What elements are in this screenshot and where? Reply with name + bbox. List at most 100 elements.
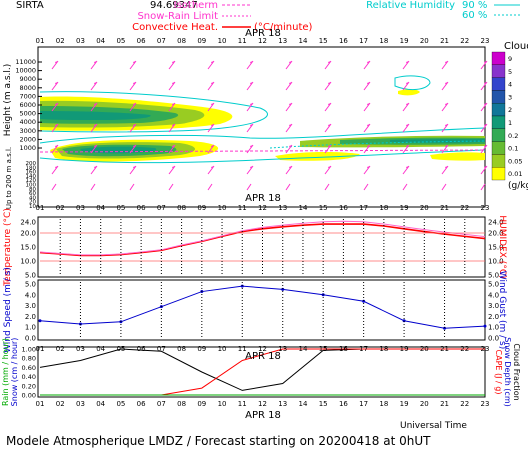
clouds-y-axis: 1100010000900080007000600050004000300020… xyxy=(15,58,42,210)
gust-tick-0.0: 0.0 xyxy=(488,335,499,343)
hour-tick-11: 11 xyxy=(238,400,247,408)
hour-tick-01: 01 xyxy=(36,37,45,45)
low-height-tick-120: 120 xyxy=(26,178,37,184)
universal-time-label: Universal Time xyxy=(400,421,467,431)
precip-tick-0.60: 0.60 xyxy=(22,364,36,372)
wind-arrow-head xyxy=(328,166,331,169)
hour-tick-07: 07 xyxy=(157,400,166,408)
hour-tick-04: 04 xyxy=(96,400,105,408)
temp-tick-5.0: 5.0 xyxy=(25,272,36,280)
wind-panel-frame xyxy=(37,279,486,341)
hour-tick-23: 23 xyxy=(481,345,490,353)
wind-arrow-head xyxy=(133,103,136,106)
wind-point xyxy=(362,299,366,303)
wind-arrow-head xyxy=(289,103,292,106)
series-line-wind-speed xyxy=(39,285,486,329)
wind-arrow-head xyxy=(484,145,487,148)
colorbar-swatch xyxy=(491,51,506,65)
hour-tick-08: 08 xyxy=(177,345,186,353)
hour-tick-20: 20 xyxy=(420,37,429,45)
wind-point xyxy=(402,319,406,323)
surface-wind-arrow xyxy=(90,183,96,191)
hour-tick-10: 10 xyxy=(218,400,227,408)
wind-point xyxy=(443,326,447,330)
hour-tick-13: 13 xyxy=(278,37,287,45)
cloud-small-19h xyxy=(398,89,420,96)
wind-tick-0.0: 0.0 xyxy=(25,335,36,343)
wind-arrow-head xyxy=(172,61,175,64)
hour-tick-11: 11 xyxy=(238,345,247,353)
humidex-ylabel: HUMIDEX (°C) xyxy=(497,215,507,278)
hour-tick-10: 10 xyxy=(218,204,227,212)
surface-wind-arrow xyxy=(246,183,252,191)
hour-tick-06: 06 xyxy=(137,37,146,45)
hour-tick-09: 09 xyxy=(197,37,206,45)
hour-tick-22: 22 xyxy=(460,37,469,45)
wind-arrow-head xyxy=(94,61,97,64)
hour-tick-07: 07 xyxy=(157,345,166,353)
hour-tick-16: 16 xyxy=(339,204,348,212)
hour-tick-11: 11 xyxy=(238,204,247,212)
hour-tick-08: 08 xyxy=(177,37,186,45)
wind-arrow-head xyxy=(250,82,253,85)
height-tick-10000: 10000 xyxy=(15,67,36,75)
wind-arrow-head xyxy=(445,103,448,106)
snow-ylabel: Snow (cm / hour) xyxy=(10,338,19,407)
cloud-low-right-2 xyxy=(430,152,485,161)
wind-arrow-head xyxy=(367,103,370,106)
low-height-tick-200: 200 xyxy=(26,161,37,167)
low-height-tick-160: 160 xyxy=(26,170,37,176)
hour-tick-04: 04 xyxy=(96,37,105,45)
hour-axes: 01 02 03 04 05 06 07 08 09 10 11 12 13 14 15 16 17 18 19 20… xyxy=(36,37,490,408)
wind-arrow-head xyxy=(211,124,214,127)
wind-arrow-head xyxy=(484,166,487,169)
colorbar-title: Clouds xyxy=(504,41,528,52)
hour-tick-02: 02 xyxy=(56,345,65,353)
gust-tick-2.0: 2.0 xyxy=(488,313,499,321)
hour-tick-05: 05 xyxy=(116,204,125,212)
surface-wind-arrow xyxy=(51,183,57,191)
wind-arrow-head xyxy=(172,124,175,127)
wind-arrow-head xyxy=(133,82,136,85)
hour-tick-22: 22 xyxy=(460,400,469,408)
gust-ylabel: Wind Gust (m / s) xyxy=(497,271,507,349)
temperature-ylabel: Temperature (°C) xyxy=(3,208,13,287)
hour-tick-12: 12 xyxy=(258,37,267,45)
precip-tick-0.80: 0.80 xyxy=(22,355,36,363)
humidex-tick-10.0: 10.0 xyxy=(488,258,504,266)
surface-wind-arrow xyxy=(324,183,330,191)
wind-point xyxy=(240,284,244,288)
humidity-contours xyxy=(39,75,486,164)
wind-arrow-head xyxy=(55,61,58,64)
wind-arrow-head xyxy=(328,124,331,127)
hour-tick-06: 06 xyxy=(137,400,146,408)
legend-convective: Convective Heat. xyxy=(132,22,218,33)
wind-arrow-head xyxy=(94,166,97,169)
legend-isotherm: Isotherm xyxy=(174,0,218,11)
hour-tick-01: 01 xyxy=(36,400,45,408)
hour-tick-18: 18 xyxy=(379,37,388,45)
wind-tick-3.0: 3.0 xyxy=(25,302,36,310)
temp-tick-10.0: 10.0 xyxy=(20,258,36,266)
wind-arrow-head xyxy=(484,124,487,127)
hour-tick-09: 09 xyxy=(197,204,206,212)
wind-arrow-head xyxy=(367,61,370,64)
hour-tick-21: 21 xyxy=(440,204,449,212)
colorbar-label-3: 3 xyxy=(508,93,512,101)
hour-tick-19: 19 xyxy=(400,400,409,408)
hour-tick-11: 11 xyxy=(238,37,247,45)
surface-wind-arrow xyxy=(129,183,135,191)
wind-tick-1.0: 1.0 xyxy=(25,324,36,332)
precip-tick-0.40: 0.40 xyxy=(22,373,36,381)
wind-point xyxy=(281,287,285,291)
hour-tick-23: 23 xyxy=(481,400,490,408)
hour-tick-05: 05 xyxy=(116,37,125,45)
low-height-tick-20: 20 xyxy=(29,200,36,206)
wind-arrow-head xyxy=(94,145,97,148)
wind-arrow-head xyxy=(445,82,448,85)
wind-arrow-head xyxy=(172,103,175,106)
series-line-humidex xyxy=(39,220,486,256)
wind-tick-5.0: 5.0 xyxy=(25,281,36,289)
clouds-panel: 1100010000900080007000600050004000300020… xyxy=(3,46,488,210)
